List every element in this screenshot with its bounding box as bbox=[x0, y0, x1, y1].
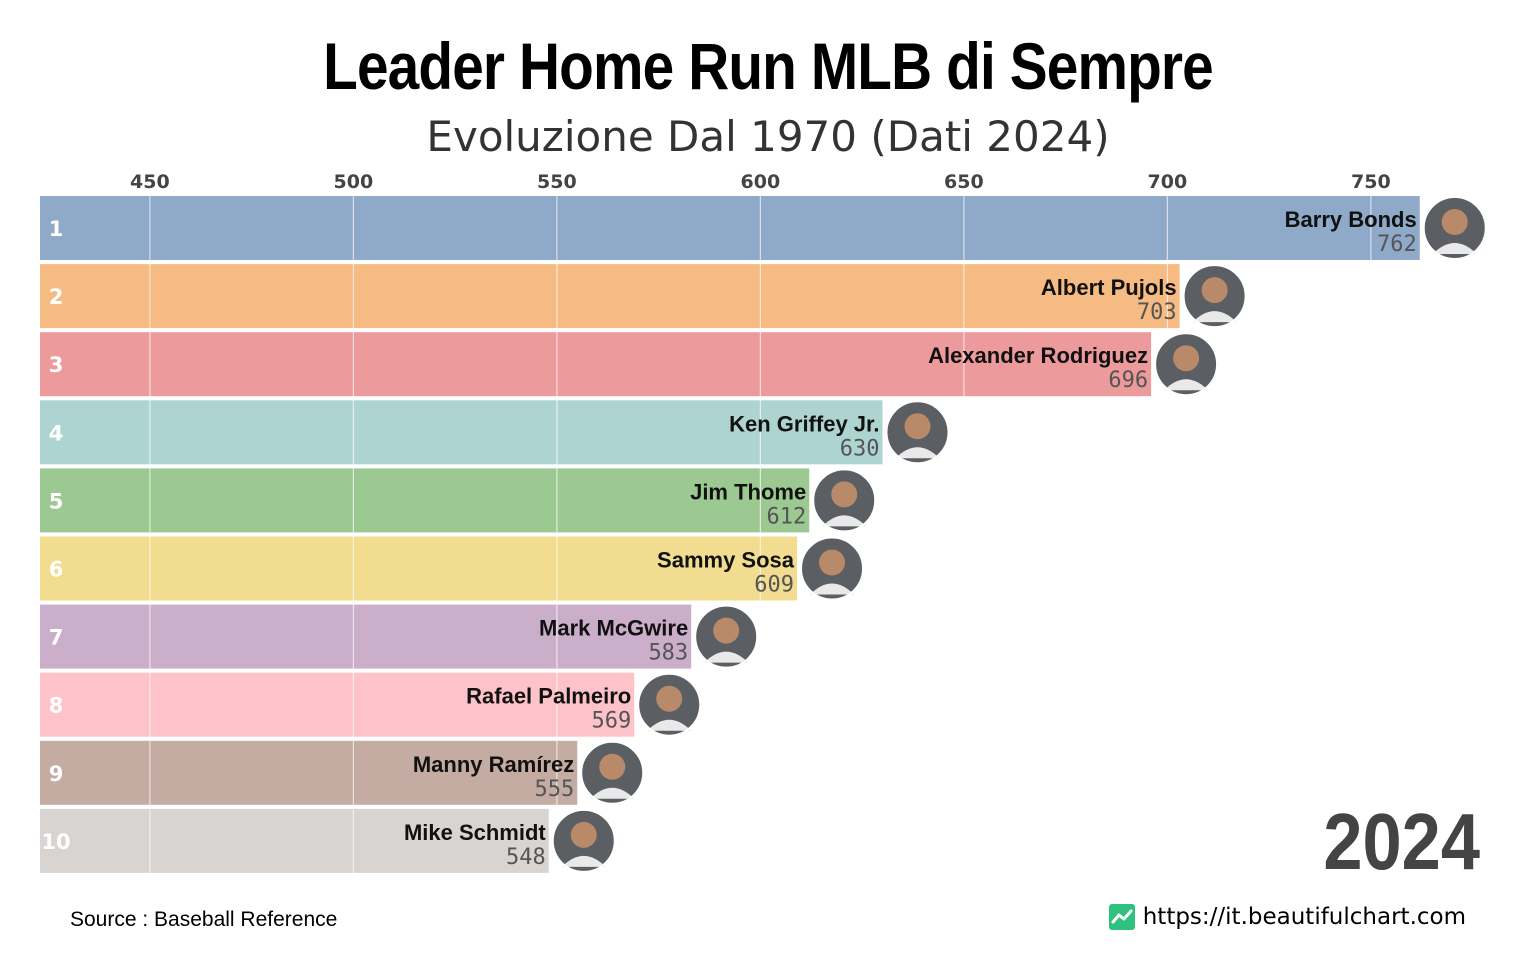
player-avatar bbox=[580, 740, 645, 805]
player-name-label: Alexander Rodriguez bbox=[928, 343, 1148, 368]
player-name-label: Rafael Palmeiro bbox=[466, 684, 631, 709]
avatar-border bbox=[1154, 332, 1219, 397]
avatar-shoulders bbox=[704, 651, 749, 663]
player-name-label: Mark McGwire bbox=[539, 616, 688, 641]
avatar-shoulders bbox=[1164, 379, 1209, 391]
player-name-label: Jim Thome bbox=[690, 479, 806, 504]
rank-label: 10 bbox=[41, 830, 70, 854]
year-label: 2024 bbox=[1323, 797, 1480, 886]
avatar-face bbox=[570, 821, 597, 848]
player-avatar bbox=[1154, 332, 1219, 397]
chart-subtitle: Evoluzione Dal 1970 (Dati 2024) bbox=[426, 112, 1110, 161]
value-label: 703 bbox=[1137, 300, 1177, 325]
rank-label: 2 bbox=[49, 285, 64, 309]
rank-label: 8 bbox=[49, 694, 64, 718]
player-avatar bbox=[637, 672, 702, 737]
x-tick-label: 600 bbox=[741, 171, 781, 193]
bars-layer bbox=[40, 196, 1420, 873]
avatar-border bbox=[551, 808, 616, 873]
bar bbox=[40, 468, 810, 533]
player-avatar bbox=[1422, 196, 1487, 260]
avatar-face bbox=[1173, 345, 1200, 372]
player-avatar bbox=[800, 536, 865, 601]
x-tick-label: 550 bbox=[537, 171, 577, 193]
player-name-label: Ken Griffey Jr. bbox=[729, 411, 879, 436]
bar bbox=[40, 536, 798, 601]
chart-title: Leader Home Run MLB di Sempre bbox=[323, 29, 1214, 103]
player-name-label: Mike Schmidt bbox=[404, 820, 546, 845]
value-label: 548 bbox=[506, 845, 546, 870]
avatar-shoulders bbox=[561, 855, 606, 867]
bar bbox=[40, 808, 549, 873]
value-label: 630 bbox=[840, 436, 880, 461]
site-url: https://it.beautifulchart.com bbox=[1142, 904, 1466, 930]
rank-label: 9 bbox=[49, 762, 64, 786]
rank-label: 4 bbox=[49, 421, 64, 445]
x-tick-label: 450 bbox=[130, 171, 170, 193]
site-link[interactable]: https://it.beautifulchart.com bbox=[1108, 904, 1466, 930]
trend-line-icon bbox=[1108, 904, 1135, 930]
x-tick-label: 700 bbox=[1148, 171, 1188, 193]
value-label: 696 bbox=[1108, 368, 1148, 393]
avatar-border bbox=[800, 536, 865, 601]
bar bbox=[40, 264, 1180, 329]
avatar-face bbox=[1201, 277, 1228, 304]
avatar-border bbox=[694, 604, 759, 669]
source-note: Source : Baseball Reference bbox=[70, 908, 338, 931]
bar bbox=[40, 672, 635, 737]
value-label: 569 bbox=[591, 709, 631, 734]
value-label: 609 bbox=[754, 573, 794, 598]
rank-label: 5 bbox=[49, 489, 64, 513]
x-tick-label: 500 bbox=[334, 171, 374, 193]
player-avatar bbox=[694, 604, 759, 669]
avatar-border bbox=[812, 468, 877, 533]
rank-label: 6 bbox=[49, 558, 64, 582]
player-avatar bbox=[1182, 264, 1247, 329]
player-name-label: Barry Bonds bbox=[1285, 207, 1417, 232]
avatar-border bbox=[637, 672, 702, 737]
avatar-face bbox=[819, 549, 846, 576]
avatar-face bbox=[831, 481, 858, 508]
rank-label: 3 bbox=[49, 353, 64, 377]
avatar-shoulders bbox=[590, 787, 635, 799]
bar bbox=[40, 400, 883, 465]
player-name-label: Albert Pujols bbox=[1041, 275, 1177, 300]
bar bbox=[40, 604, 692, 669]
avatar-border bbox=[1182, 264, 1247, 329]
avatar-shoulders bbox=[647, 719, 692, 731]
avatar-face bbox=[656, 685, 683, 712]
grid-layer bbox=[149, 192, 1372, 874]
avatar-face bbox=[904, 413, 931, 440]
avatar-face bbox=[1441, 209, 1468, 235]
bar bbox=[40, 332, 1152, 397]
avatar-border bbox=[1422, 196, 1487, 260]
x-tick-label: 650 bbox=[944, 171, 984, 193]
player-avatar bbox=[812, 468, 877, 533]
value-label: 612 bbox=[766, 504, 806, 529]
value-label: 762 bbox=[1377, 232, 1417, 257]
avatar-shoulders bbox=[822, 515, 867, 527]
player-avatar bbox=[551, 808, 616, 873]
player-name-label: Manny Ramírez bbox=[413, 752, 574, 777]
rank-label: 1 bbox=[49, 217, 64, 241]
avatar-border bbox=[580, 740, 645, 805]
avatar-border bbox=[885, 400, 950, 465]
rank-label: 7 bbox=[49, 626, 64, 650]
avatar-shoulders bbox=[895, 447, 940, 459]
avatar-shoulders bbox=[1432, 243, 1477, 254]
avatar-face bbox=[599, 753, 626, 780]
x-tick-label: 750 bbox=[1351, 171, 1391, 193]
avatar-face bbox=[713, 617, 740, 644]
bar bbox=[40, 740, 578, 805]
player-name-label: Sammy Sosa bbox=[657, 548, 795, 573]
avatar-shoulders bbox=[810, 583, 855, 595]
player-avatar bbox=[885, 400, 950, 465]
bar bbox=[40, 196, 1420, 260]
value-label: 583 bbox=[648, 641, 688, 666]
avatar-shoulders bbox=[1192, 311, 1237, 323]
value-label: 555 bbox=[534, 777, 574, 802]
